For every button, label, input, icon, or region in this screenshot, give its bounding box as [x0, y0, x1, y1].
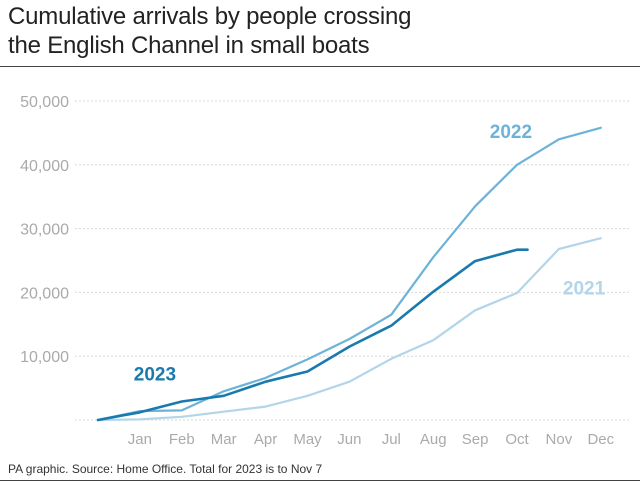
- x-tick-label: May: [293, 431, 322, 448]
- x-tick-label: Aug: [420, 431, 447, 448]
- y-tick-label: 30,000: [20, 222, 69, 239]
- y-tick-label: 10,000: [20, 349, 69, 366]
- x-tick-label: Nov: [546, 431, 573, 448]
- x-tick-label: Jun: [337, 431, 361, 448]
- x-tick-label: Sep: [462, 431, 489, 448]
- series-label-2022: 2022: [490, 122, 532, 143]
- y-tick-label: 20,000: [20, 285, 69, 302]
- series-line-2023: [96, 248, 529, 422]
- x-tick-label: Apr: [254, 431, 277, 448]
- series-line-2021: [96, 237, 602, 422]
- series-label-2021: 2021: [563, 279, 606, 300]
- footer-divider: [0, 480, 640, 481]
- x-tick-label: Mar: [211, 431, 237, 448]
- y-tick-label: 40,000: [20, 158, 69, 175]
- title-line-2: the English Channel in small boats: [8, 32, 370, 59]
- x-tick-label: Feb: [169, 431, 195, 448]
- series-label-2023: 2023: [134, 364, 176, 385]
- y-tick-label: 50,000: [20, 94, 69, 111]
- title-divider: [0, 66, 640, 67]
- source-note: PA graphic. Source: Home Office. Total f…: [8, 462, 323, 476]
- x-tick-label: Jan: [128, 431, 152, 448]
- x-tick-label: Jul: [382, 431, 401, 448]
- chart-title: Cumulative arrivals by people crossing t…: [8, 2, 628, 60]
- series-line-2022: [96, 126, 602, 422]
- title-line-1: Cumulative arrivals by people crossing: [8, 3, 412, 30]
- x-tick-label: Oct: [505, 431, 529, 448]
- x-tick-label: Dec: [587, 431, 614, 448]
